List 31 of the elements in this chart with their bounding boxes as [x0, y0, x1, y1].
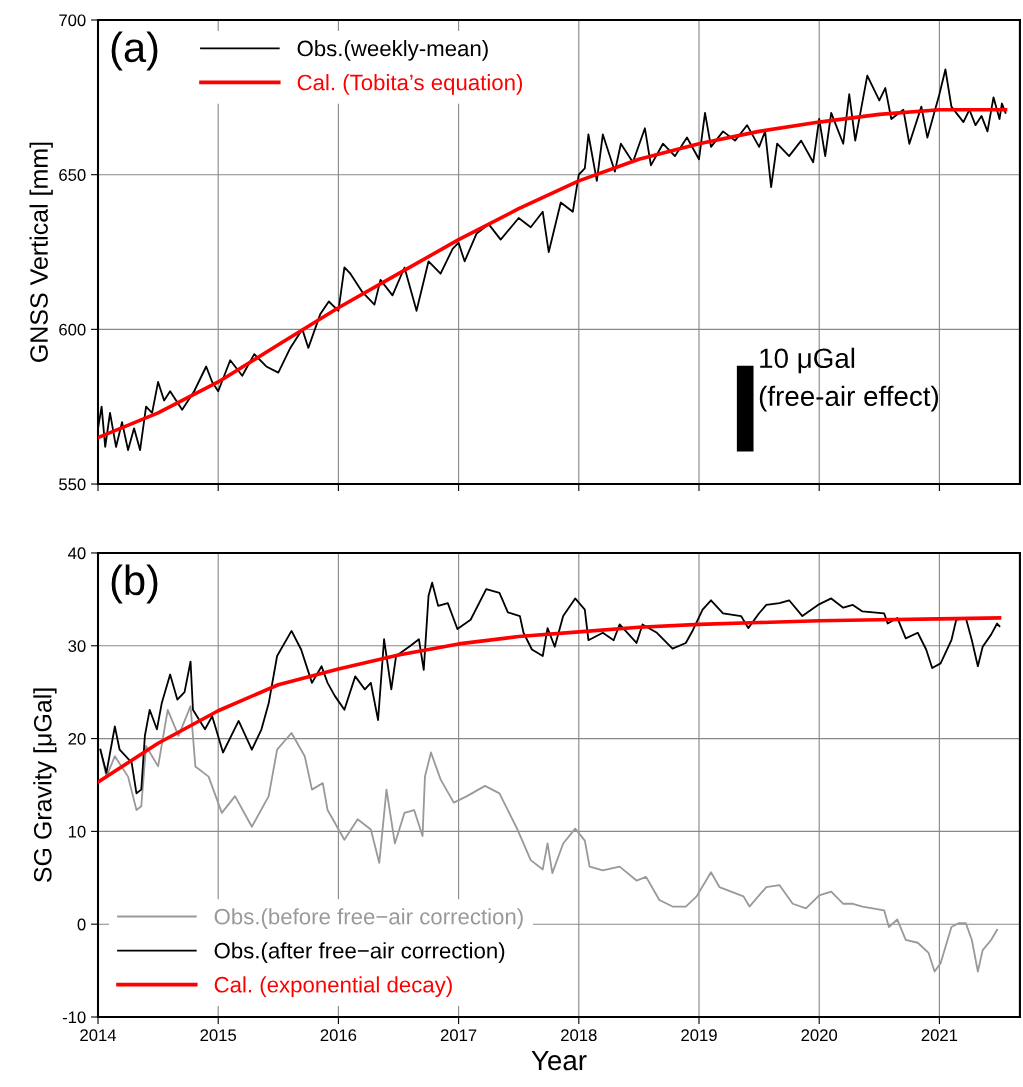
legend-label: Obs.(before free−air correction): [214, 908, 523, 929]
x-axis-title: Year: [531, 1050, 587, 1071]
legend-label: Obs.(weekly-mean): [297, 40, 488, 61]
x-tick-label: 2020: [801, 1029, 838, 1042]
x-tick-label: 2015: [200, 1029, 237, 1042]
y-tick-label: -10: [62, 1011, 86, 1024]
x-tick-label: 2019: [681, 1029, 717, 1042]
line-series: [99, 705, 998, 973]
x-tick-label: 2014: [80, 1029, 117, 1042]
y-axis-title: SG Gravity [μGal]: [33, 688, 57, 883]
x-tick-label: 2016: [320, 1029, 357, 1042]
legend-label: Obs.(after free−air correction): [214, 942, 505, 963]
y-tick-label: 0: [77, 918, 86, 931]
x-tick-label: 2018: [561, 1029, 597, 1042]
line-series: [98, 616, 1002, 784]
annotation: (a): [111, 31, 158, 71]
y-tick-label: 550: [59, 478, 86, 491]
legend-label: Cal. (exponential decay): [214, 976, 452, 997]
legend-label: Cal. (Tobita’s equation): [297, 74, 523, 95]
y-tick-label: 20: [68, 732, 86, 745]
y-tick-label: 10: [68, 825, 86, 838]
annotation: 10 μGal (free-air effect): [759, 347, 939, 412]
x-tick-label: 2021: [921, 1029, 958, 1042]
x-tick-label: 2017: [440, 1029, 477, 1042]
y-tick-label: 700: [59, 14, 86, 27]
y-axis-title: GNSS Vertical [mm]: [29, 142, 53, 362]
y-tick-label: 650: [59, 169, 86, 181]
y-tick-label: 40: [68, 547, 86, 560]
y-tick-label: 30: [68, 640, 86, 652]
annotation: (b): [111, 564, 158, 604]
y-tick-label: 600: [59, 323, 86, 336]
